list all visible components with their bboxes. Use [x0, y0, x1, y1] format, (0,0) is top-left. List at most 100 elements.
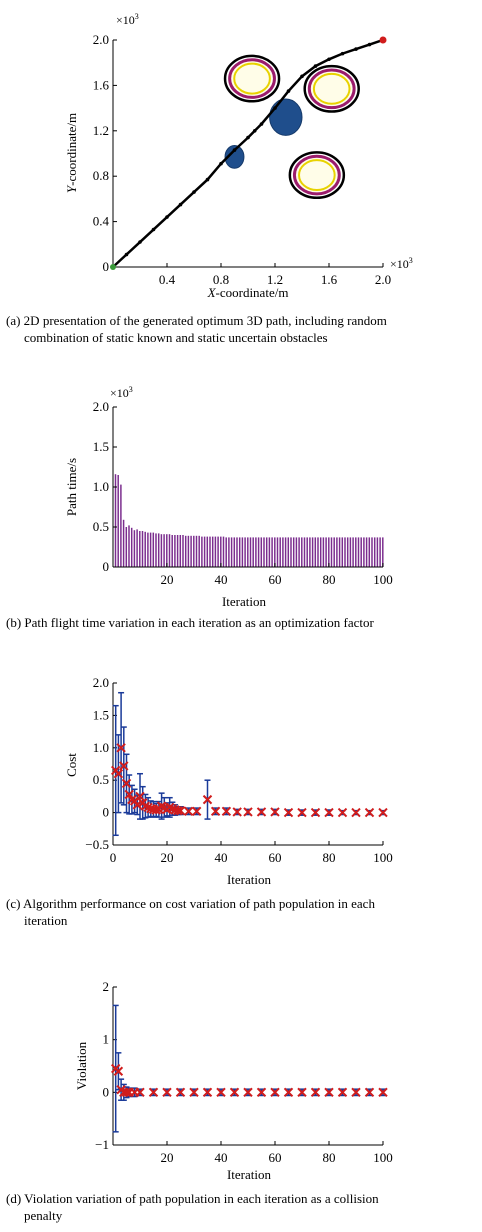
path-waypoint [340, 51, 345, 56]
panel-caption: iteration [24, 913, 68, 928]
y-tick-label: 0.5 [93, 772, 109, 787]
data-point [148, 1087, 159, 1098]
bar [260, 537, 263, 567]
bar [268, 537, 271, 567]
path-waypoint [313, 64, 318, 68]
bar [190, 535, 192, 567]
data-point [283, 807, 294, 818]
x-tick-label: 80 [323, 572, 336, 587]
path-waypoint [273, 106, 277, 110]
y-tick-label: 2.0 [93, 399, 109, 414]
path-waypoint [138, 240, 142, 244]
data-point [151, 805, 161, 815]
bar [144, 531, 146, 567]
bar [122, 519, 125, 567]
bar [344, 537, 346, 567]
bar [195, 535, 198, 567]
bar [276, 537, 279, 567]
uncertain-obstacle [269, 98, 303, 136]
x-tick-label: 0.4 [159, 272, 176, 287]
path-waypoint [300, 74, 304, 79]
data-point [210, 806, 221, 817]
bar [314, 537, 317, 567]
bar [163, 534, 165, 567]
x-tick-label: 40 [215, 572, 228, 587]
bar [311, 537, 314, 567]
path-waypoint [286, 89, 291, 93]
bar [139, 531, 141, 567]
bar [376, 537, 379, 567]
bar [257, 537, 260, 567]
chart-panel-b: 0 0.5 1.0 1.5 2.0 20 40 60 80 100 ×103 Iteration Pat… [6, 385, 393, 630]
data-point [310, 1087, 321, 1098]
bar [238, 537, 241, 567]
x-tick-label: 100 [373, 850, 393, 865]
bar [225, 537, 227, 567]
x-axis-label: Iteration [222, 594, 267, 609]
bar [247, 537, 249, 567]
start-point [110, 264, 116, 270]
bar [201, 536, 203, 567]
bar [382, 537, 384, 567]
bar [333, 537, 335, 567]
y-tick-label: 1.0 [93, 479, 109, 494]
bar [249, 537, 252, 567]
data-point [297, 807, 307, 818]
bar [152, 532, 155, 567]
panel-caption: (a) 2D presentation of the generated opt… [6, 313, 387, 328]
data-point [232, 807, 242, 817]
y-tick-label: 0 [103, 805, 110, 820]
data-point [351, 807, 361, 818]
bar [284, 537, 287, 567]
bar [352, 537, 354, 567]
bar [198, 535, 200, 567]
data-point [132, 800, 143, 810]
bar [282, 537, 284, 567]
path-waypoint [367, 42, 372, 47]
data-point [183, 806, 194, 817]
data-point [324, 807, 334, 818]
bar [174, 535, 176, 567]
bar [349, 537, 352, 567]
bar [233, 537, 236, 567]
data-point [216, 1087, 226, 1098]
bar [368, 537, 371, 567]
x-tick-label: 20 [161, 1150, 174, 1165]
bar [336, 537, 338, 567]
path-waypoint [327, 57, 331, 62]
bar [120, 484, 122, 567]
data-point [121, 1087, 132, 1098]
data-point [221, 806, 232, 817]
data-point [135, 1087, 145, 1098]
bar [287, 537, 290, 567]
data-point [364, 807, 375, 818]
bar [360, 537, 362, 567]
uncertain-obstacle [224, 145, 245, 169]
y-multiplier: ×103 [110, 385, 133, 400]
known-obstacle-core [233, 62, 271, 95]
y-tick-label: 2.0 [93, 32, 109, 47]
data-point [378, 807, 388, 818]
bar [176, 535, 179, 567]
data-point [270, 1087, 280, 1098]
x-tick-label: 80 [323, 850, 336, 865]
bar [114, 474, 117, 567]
bar [230, 537, 233, 567]
data-point [256, 1087, 267, 1098]
bar [373, 537, 376, 567]
bar [160, 534, 163, 567]
y-tick-label: 1.0 [93, 740, 109, 755]
data-point [364, 1087, 375, 1098]
panel-caption: combination of static known and static u… [24, 330, 328, 345]
x-axis-label: Iteration [227, 872, 272, 887]
bar [292, 537, 295, 567]
path-waypoint [252, 129, 257, 133]
y-axis-label: Violation [74, 1041, 89, 1090]
bar [166, 534, 168, 567]
bar [182, 535, 184, 567]
data-point [113, 769, 124, 779]
data-point [189, 1087, 199, 1098]
y-tick-label: 1 [103, 1032, 110, 1047]
bar [322, 537, 325, 567]
y-tick-label: −0.5 [85, 837, 109, 852]
